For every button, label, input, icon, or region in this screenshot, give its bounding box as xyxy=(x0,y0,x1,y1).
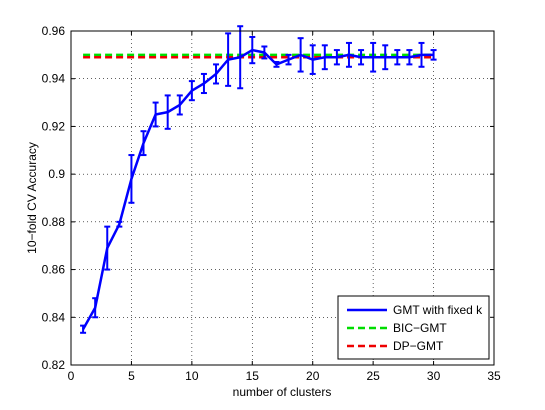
plot-frame xyxy=(70,30,495,366)
y-tick-label: 0.9 xyxy=(48,167,65,181)
legend-label-gmt: GMT with fixed k xyxy=(393,303,483,317)
x-tick-label: 0 xyxy=(68,369,75,383)
x-axis-label: number of clusters xyxy=(233,385,332,399)
y-tick-label: 0.96 xyxy=(42,24,66,38)
y-tick-label: 0.82 xyxy=(42,358,66,372)
y-tick-label: 0.92 xyxy=(42,119,66,133)
x-tick-label: 25 xyxy=(366,369,380,383)
x-tick-label: 5 xyxy=(128,369,135,383)
x-tick-label: 20 xyxy=(306,369,320,383)
x-tick-label: 10 xyxy=(185,369,199,383)
legend-label-bic: BIC−GMT xyxy=(393,321,447,335)
legend: GMT with fixed k BIC−GMT DP−GMT xyxy=(337,295,490,360)
y-tick-label: 0.88 xyxy=(42,215,66,229)
legend-label-dp: DP−GMT xyxy=(393,339,444,353)
x-tick-label: 30 xyxy=(427,369,441,383)
y-tick-label: 0.86 xyxy=(42,263,66,277)
x-tick-label: 15 xyxy=(246,369,260,383)
y-tick-label: 0.84 xyxy=(42,310,66,324)
y-axis-label: 10−fold CV Accuracy xyxy=(25,142,39,254)
x-tick-label: 35 xyxy=(487,369,501,383)
series-layer xyxy=(80,25,437,334)
gmt-fixed-k-line xyxy=(81,48,434,330)
ticks: 0 5 10 15 20 25 30 35 0.82 0.84 0.86 0.88 0.9 0.92 0.9… xyxy=(42,24,501,383)
y-tick-label: 0.94 xyxy=(42,72,66,86)
